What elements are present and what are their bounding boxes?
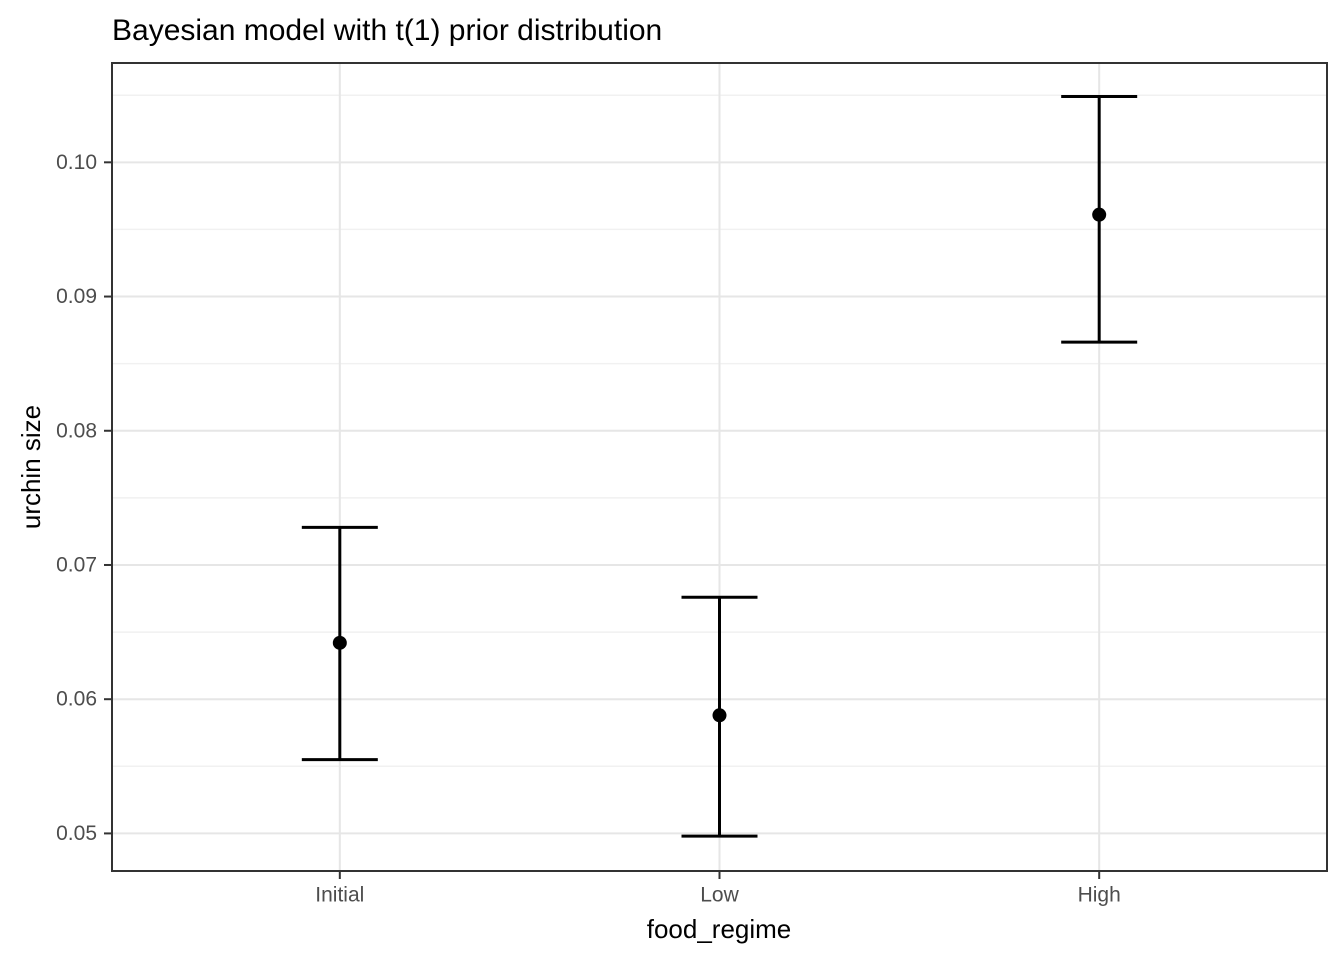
y-tick-label: 0.08 <box>56 419 97 442</box>
errorbar-high <box>1061 95 1138 344</box>
x-tick-label: Low <box>700 884 739 907</box>
x-tick-label: Initial <box>315 884 364 907</box>
errorbar-layer <box>301 95 1138 838</box>
errorbar-low <box>681 595 758 838</box>
point-estimate <box>332 635 347 650</box>
y-tick-label: 0.09 <box>56 285 97 308</box>
errorbar-initial <box>301 525 378 762</box>
axis-layer: 0.05 0.06 0.07 0.08 0.09 0.10 Initial Low High <box>56 151 1121 907</box>
y-tick-label: 0.05 <box>56 822 97 845</box>
plot-title: Bayesian model with t(1) prior distribut… <box>112 14 662 47</box>
point-estimate <box>712 708 727 723</box>
x-tick-label: High <box>1078 884 1121 907</box>
y-axis-title: urchin size <box>16 405 46 529</box>
point-estimate <box>1092 207 1107 222</box>
y-tick-label: 0.10 <box>56 151 97 174</box>
y-tick-label: 0.07 <box>56 553 97 576</box>
x-axis-title: food_regime <box>647 914 792 944</box>
y-tick-label: 0.06 <box>56 688 97 711</box>
